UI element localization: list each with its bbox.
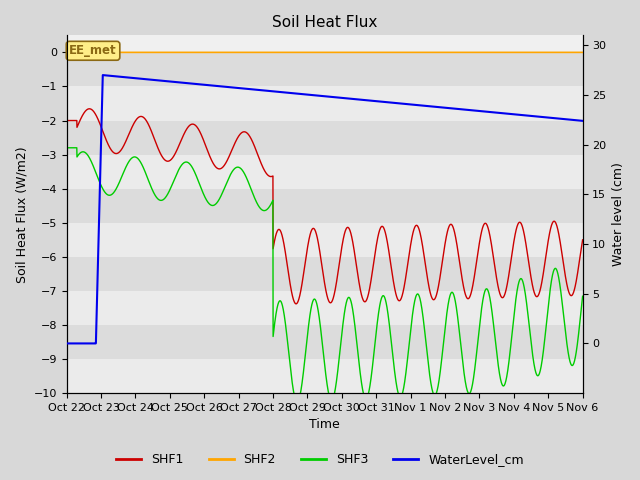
Y-axis label: Soil Heat Flux (W/m2): Soil Heat Flux (W/m2)	[15, 146, 28, 283]
Bar	[67, 189, 582, 223]
SHF1	[292, 301, 300, 307]
SHF3	[569, 362, 577, 368]
SHF2	[63, 49, 70, 55]
Bar	[67, 155, 582, 189]
SHF3	[283, 333, 291, 338]
SHF3	[579, 293, 586, 299]
SHF2	[283, 49, 291, 55]
SHF1	[152, 141, 160, 147]
Bar	[67, 257, 582, 291]
SHF3	[513, 288, 521, 294]
WaterLevel_cm	[579, 118, 586, 124]
Bar	[67, 359, 582, 393]
SHF2	[579, 49, 586, 55]
WaterLevel_cm	[283, 90, 291, 96]
Bar	[67, 325, 582, 359]
Text: EE_met: EE_met	[69, 44, 117, 57]
WaterLevel_cm	[99, 72, 107, 78]
SHF1	[86, 106, 93, 112]
WaterLevel_cm	[152, 77, 160, 83]
Line: SHF3: SHF3	[67, 148, 582, 402]
Bar	[67, 52, 582, 86]
WaterLevel_cm	[261, 88, 269, 94]
SHF3	[152, 194, 160, 200]
SHF1	[122, 139, 129, 144]
Bar	[67, 120, 582, 155]
Line: WaterLevel_cm: WaterLevel_cm	[67, 75, 582, 343]
WaterLevel_cm	[63, 340, 70, 346]
WaterLevel_cm	[569, 117, 577, 123]
SHF1	[569, 291, 577, 297]
SHF2	[513, 49, 521, 55]
SHF3	[63, 145, 70, 151]
SHF3	[122, 165, 129, 171]
Bar	[67, 291, 582, 325]
SHF1	[579, 237, 586, 243]
Bar	[67, 223, 582, 257]
SHF3	[293, 399, 301, 405]
SHF2	[152, 49, 160, 55]
WaterLevel_cm	[513, 112, 521, 118]
Line: SHF1: SHF1	[67, 109, 582, 304]
Legend: SHF1, SHF2, SHF3, WaterLevel_cm: SHF1, SHF2, SHF3, WaterLevel_cm	[111, 448, 529, 471]
SHF1	[261, 168, 269, 174]
WaterLevel_cm	[122, 74, 129, 80]
SHF1	[513, 223, 521, 229]
SHF2	[568, 49, 576, 55]
X-axis label: Time: Time	[309, 419, 340, 432]
SHF1	[283, 261, 291, 266]
SHF2	[122, 49, 129, 55]
SHF1	[63, 118, 70, 123]
SHF2	[260, 49, 268, 55]
SHF3	[260, 208, 268, 214]
Bar	[67, 86, 582, 120]
Title: Soil Heat Flux: Soil Heat Flux	[272, 15, 378, 30]
Y-axis label: Water level (cm): Water level (cm)	[612, 162, 625, 266]
